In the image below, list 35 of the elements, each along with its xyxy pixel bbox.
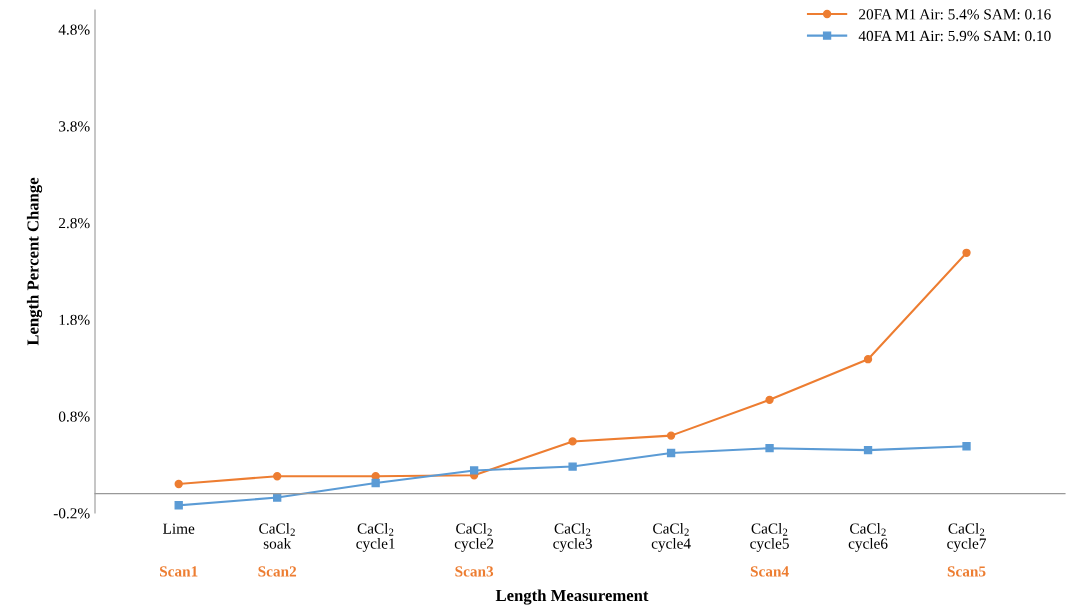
point: [469, 466, 479, 475]
point: [863, 445, 873, 455]
point: [666, 448, 676, 458]
point: [765, 444, 774, 453]
point: [568, 437, 577, 446]
x-tick-label: CaCl$_{2}$ cycle6: [848, 522, 888, 552]
point: [273, 472, 282, 481]
point: [174, 501, 183, 510]
point: [765, 395, 774, 404]
y-tick-label: 4.8%: [58, 24, 90, 35]
y-tick-label: 0.8%: [58, 411, 90, 422]
x-tick-label: CaCl$_{2}$ soak Scan2: [258, 522, 297, 577]
point: [666, 431, 676, 440]
x-tick-label: CaCl$_{2}$ cycle1: [356, 522, 395, 552]
x-tick-label: CaCl$_{2}$ cycle4: [651, 522, 691, 552]
point: [863, 355, 873, 364]
point: [568, 462, 577, 471]
point: [371, 478, 380, 488]
y-axis-title: Length Percent Change: [26, 177, 43, 346]
point: [962, 442, 971, 451]
x-axis-title: Length Measurement: [495, 589, 649, 605]
x-tick-label: CaCl$_{2}$ cycle2 Scan3: [454, 522, 494, 577]
point: [174, 479, 183, 489]
y-tick-label: -0.2%: [53, 508, 90, 519]
legend-label: 20FA M1 Air: 5.4% SAM: 0.16: [859, 9, 1051, 20]
y-tick-label: 3.8%: [59, 121, 90, 132]
x-tick-label: CaCl$_{2}$ cycle3: [553, 522, 592, 552]
legend-label: 40FA M1 Air: 5.9% SAM: 0.10: [858, 30, 1051, 42]
x-tick-label: CaCl$_{2}$ cycle7 Scan5: [947, 522, 987, 577]
point: [273, 493, 282, 502]
x-tick-label: CaCl$_{2}$ cycle5 Scan4: [750, 522, 789, 577]
y-tick-label: 1.8%: [59, 314, 90, 326]
category-label: Lime Scan1: [159, 523, 198, 577]
point: [962, 248, 971, 257]
y-tick-label: 2.8%: [58, 217, 90, 229]
